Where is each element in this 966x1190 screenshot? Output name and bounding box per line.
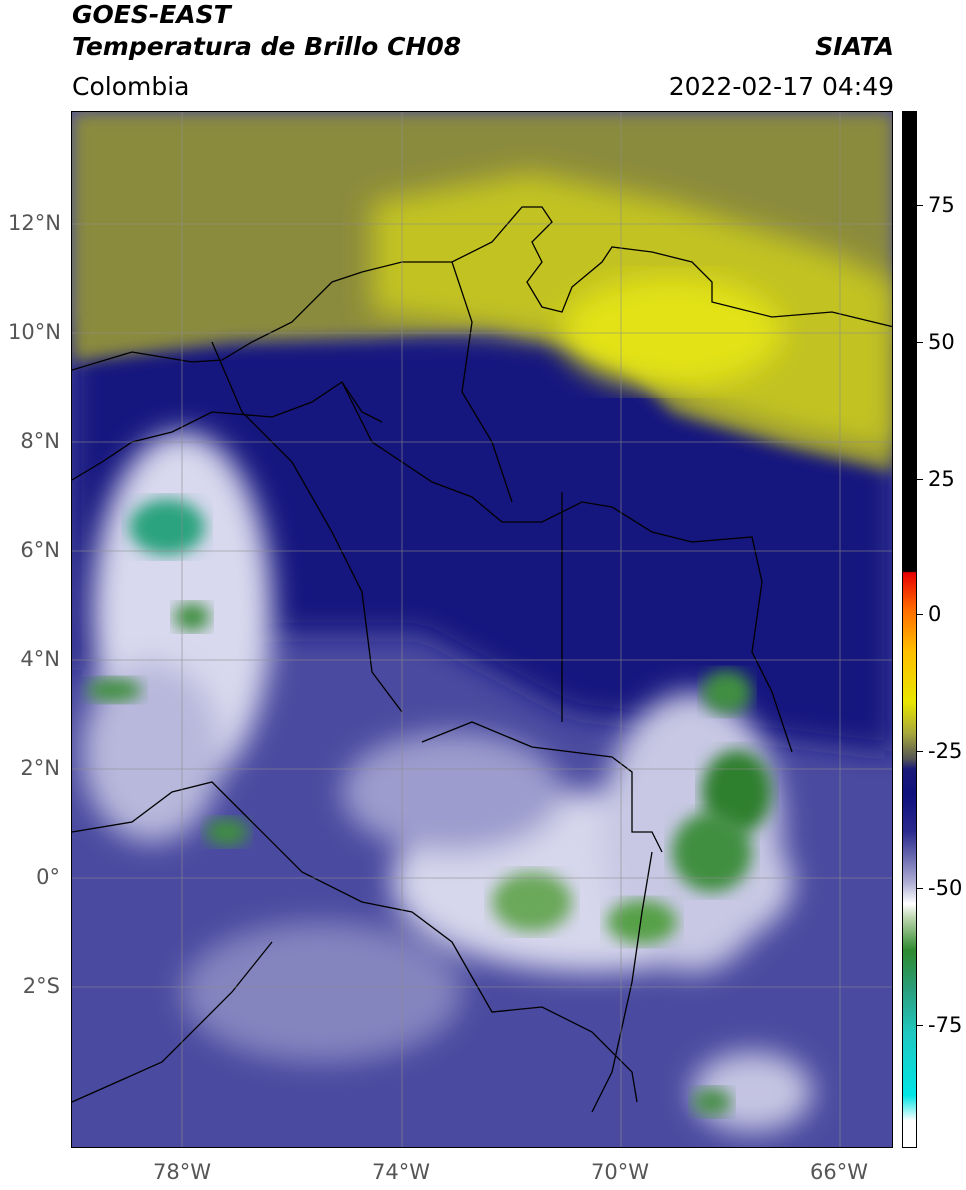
colorbar-tick bbox=[917, 751, 923, 752]
colorbar-label-50: 50 bbox=[928, 330, 955, 354]
source-label: SIATA bbox=[815, 32, 894, 61]
colorbar-tick bbox=[917, 342, 923, 343]
colorbar-tick bbox=[917, 888, 923, 889]
colorbar-label-minus75: -75 bbox=[928, 1013, 963, 1037]
lat-label-2s: 2°S bbox=[22, 974, 60, 998]
lat-label-6n: 6°N bbox=[20, 538, 60, 562]
satellite-name-title: GOES-EAST bbox=[72, 0, 231, 29]
cold-band bbox=[72, 332, 892, 752]
colorbar-tick bbox=[917, 205, 923, 206]
datetime-label: 2022-02-17 04:49 bbox=[668, 72, 894, 101]
lat-label-4n: 4°N bbox=[20, 647, 60, 671]
colorbar-label-0: 0 bbox=[928, 602, 942, 626]
region-label: Colombia bbox=[72, 72, 190, 101]
colorbar-label-25: 25 bbox=[928, 467, 955, 491]
lat-label-8n: 8°N bbox=[20, 429, 60, 453]
lon-label-78w: 78°W bbox=[153, 1160, 211, 1184]
lon-label-66w: 66°W bbox=[810, 1160, 868, 1184]
colorbar-label-75: 75 bbox=[928, 193, 955, 217]
colorbar-tick bbox=[917, 479, 923, 480]
temperature-colorbar bbox=[902, 111, 917, 1148]
lon-label-74w: 74°W bbox=[372, 1160, 430, 1184]
colorbar-tick bbox=[917, 1025, 923, 1026]
colorbar-label-minus50: -50 bbox=[928, 876, 963, 900]
product-title: Temperatura de Brillo CH08 bbox=[72, 32, 462, 61]
driest-core bbox=[562, 277, 782, 387]
lat-label-12n: 12°N bbox=[8, 211, 61, 235]
graticule bbox=[72, 112, 892, 1147]
colorbar-label-minus25: -25 bbox=[928, 739, 963, 763]
colorbar-tick bbox=[917, 614, 923, 615]
satellite-image bbox=[72, 112, 892, 1147]
borders-coastlines bbox=[72, 206, 892, 1113]
lat-label-2n: 2°N bbox=[20, 756, 60, 780]
cold-cloud-tops bbox=[86, 499, 772, 1116]
lat-label-10n: 10°N bbox=[8, 320, 61, 344]
lon-label-70w: 70°W bbox=[591, 1160, 649, 1184]
lat-label-0: 0° bbox=[36, 865, 60, 889]
map-panel bbox=[71, 111, 893, 1148]
